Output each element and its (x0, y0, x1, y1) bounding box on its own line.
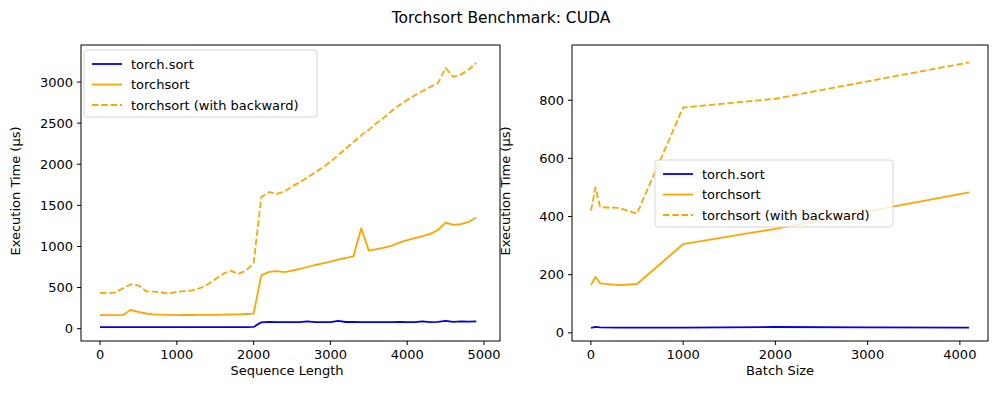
legend-label: torchsort (with backward) (131, 98, 299, 113)
x-tick-label: 2000 (759, 347, 792, 362)
right-x-axis-label: Batch Size (746, 363, 814, 378)
legend-label: torch.sort (702, 167, 765, 182)
benchmark-figure: Torchsort Benchmark: CUDA Sequence Lengt… (0, 0, 1000, 400)
legend-label: torchsort (131, 77, 190, 92)
y-tick-label: 2000 (40, 157, 73, 172)
left-x-axis-label: Sequence Length (230, 363, 343, 378)
y-tick-label: 2500 (40, 116, 73, 131)
legend-label: torch.sort (131, 57, 194, 72)
x-tick-label: 0 (96, 347, 104, 362)
y-tick-label: 0 (556, 325, 564, 340)
y-tick-label: 3000 (40, 75, 73, 90)
y-tick-label: 0 (65, 321, 73, 336)
subplot-right: 0 1000 2000 3000 4000 0 200 400 600 800 torch.sort… (539, 45, 988, 362)
y-tick-label: 1000 (40, 239, 73, 254)
x-tick-label: 1000 (667, 347, 700, 362)
y-tick-label: 600 (539, 151, 564, 166)
series-line-torch-sort (591, 327, 969, 328)
figure-canvas: Torchsort Benchmark: CUDA Sequence Lengt… (0, 0, 1000, 400)
x-tick-label: 1000 (160, 347, 193, 362)
figure-title: Torchsort Benchmark: CUDA (391, 9, 611, 27)
x-tick-label: 5000 (467, 347, 500, 362)
y-tick-label: 1500 (40, 198, 73, 213)
x-tick-label: 0 (587, 347, 595, 362)
legend: torch.sort torchsort torchsort (with backw… (84, 50, 317, 117)
left-y-axis-label: Execution Time (µs) (8, 126, 23, 255)
x-tick-label: 4000 (943, 347, 976, 362)
x-tick-label: 4000 (391, 347, 424, 362)
y-tick-label: 800 (539, 93, 564, 108)
legend-label: torchsort (with backward) (702, 208, 870, 223)
y-tick-label: 500 (48, 280, 73, 295)
plots-group: 0100020003000400050000500100015002000250… (40, 45, 988, 362)
subplot-left: 0 1000 2000 3000 4000 5000 0 500 1000 1500 2000 250… (40, 45, 501, 362)
x-tick-label: 2000 (237, 347, 270, 362)
y-tick-label: 400 (539, 209, 564, 224)
x-tick-label: 3000 (851, 347, 884, 362)
x-tick-label: 3000 (314, 347, 347, 362)
legend-label: torchsort (702, 187, 761, 202)
y-tick-label: 200 (539, 267, 564, 282)
legend: torch.sort torchsort torchsort (with backw… (655, 160, 893, 227)
